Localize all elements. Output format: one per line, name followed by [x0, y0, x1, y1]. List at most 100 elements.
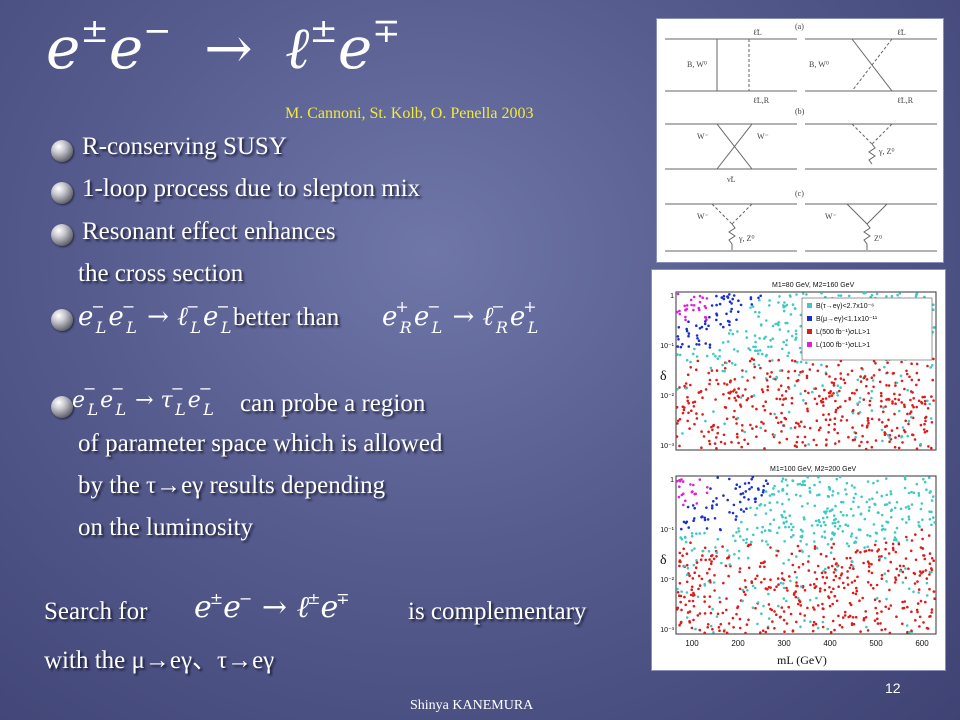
scatter-point [735, 391, 738, 394]
scatter-point [798, 424, 801, 428]
scatter-point [867, 421, 870, 425]
slide-title: e±e− → ℓ±e∓ [46, 10, 401, 82]
scatter-point [784, 397, 787, 400]
scatter-point [763, 565, 766, 569]
scatter-point [715, 312, 718, 315]
scatter-point [932, 357, 935, 361]
scatter-point [681, 480, 685, 483]
scatter-point [708, 382, 711, 386]
scatter-point [728, 511, 731, 514]
scatter-point [792, 593, 796, 596]
scatter-point [767, 603, 771, 606]
search-line2: with the μ→eγ、τ→eγ [44, 647, 275, 674]
scatter-point [688, 620, 691, 623]
scatter-point [931, 378, 934, 382]
scatter-point [692, 618, 695, 622]
scatter-point [737, 441, 740, 445]
scatter-point [915, 447, 919, 450]
scatter-point [858, 400, 861, 404]
bottom-ylabel: δ [660, 553, 667, 568]
scatter-point [928, 587, 931, 591]
scatter-point [926, 364, 929, 368]
scatter-point [725, 608, 728, 612]
scatter-point [836, 406, 840, 410]
scatter-point [741, 599, 744, 603]
scatter-point [766, 388, 769, 392]
scatter-point [748, 359, 752, 363]
scatter-point [905, 624, 909, 627]
scatter-point [904, 506, 908, 509]
scatter-point [816, 369, 820, 373]
scatter-point [751, 305, 755, 308]
scatter-point [845, 556, 849, 560]
scatter-point [826, 543, 830, 546]
scatter-point [833, 628, 836, 632]
scatter-point [841, 513, 845, 517]
scatter-point [732, 348, 736, 351]
scatter-point [770, 608, 774, 612]
scatter-point [735, 483, 739, 486]
scatter-point [878, 368, 881, 372]
scatter-point [751, 584, 755, 588]
scatter-point [801, 441, 804, 444]
scatter-point [886, 371, 889, 375]
scatter-point [862, 618, 866, 622]
scatter-point [895, 615, 898, 618]
scatter-point [920, 502, 924, 505]
scatter-point [706, 571, 709, 575]
scatter-point [750, 395, 753, 398]
scatter-point [893, 392, 896, 396]
scatter-point [782, 586, 786, 590]
scatter-point [861, 424, 864, 427]
scatter-point [685, 616, 689, 619]
scatter-point [928, 402, 931, 406]
scatter-point [708, 343, 712, 346]
scatter-point [880, 555, 883, 558]
scatter-point [923, 395, 926, 399]
scatter-point [682, 408, 686, 412]
scatter-point [907, 419, 911, 423]
scatter-point [907, 422, 910, 426]
scatter-point [703, 584, 707, 587]
scatter-point [769, 578, 772, 581]
scatter-point [912, 590, 915, 594]
scatter-point [735, 318, 738, 321]
scatter-point [824, 444, 828, 447]
scatter-point [823, 536, 827, 539]
scatter-point [836, 431, 839, 435]
scatter-point [784, 305, 787, 308]
scatter-point [833, 428, 836, 431]
scatter-point [852, 514, 855, 517]
scatter-point [910, 629, 913, 632]
scatter-point [930, 395, 933, 398]
scatter-point [819, 524, 823, 528]
scatter-point [770, 371, 773, 374]
scatter-point [862, 398, 866, 401]
scatter-point [799, 528, 803, 532]
scatter-point [689, 366, 692, 369]
scatter-point [708, 378, 712, 382]
scatter-point [764, 335, 767, 339]
scatter-point [799, 370, 802, 374]
scatter-point [875, 583, 879, 587]
scatter-point [835, 477, 839, 481]
scatter-point [692, 604, 696, 608]
scatter-point [682, 547, 685, 551]
scatter-point [725, 631, 729, 635]
scatter-point [813, 586, 817, 589]
scatter-point [715, 615, 719, 618]
scatter-point [821, 384, 824, 387]
scatter-point [745, 538, 748, 541]
scatter-point [785, 520, 788, 523]
scatter-point [794, 332, 798, 336]
scatter-point [807, 569, 811, 572]
scatter-point [752, 394, 756, 397]
scatter-point [703, 315, 707, 319]
scatter-point [781, 403, 784, 407]
scatter-point [915, 371, 919, 375]
scatter-point [686, 611, 690, 614]
scatter-point [695, 561, 699, 564]
scatter-point [774, 322, 777, 326]
scatter-point [836, 527, 840, 531]
scatter-point [712, 557, 716, 561]
